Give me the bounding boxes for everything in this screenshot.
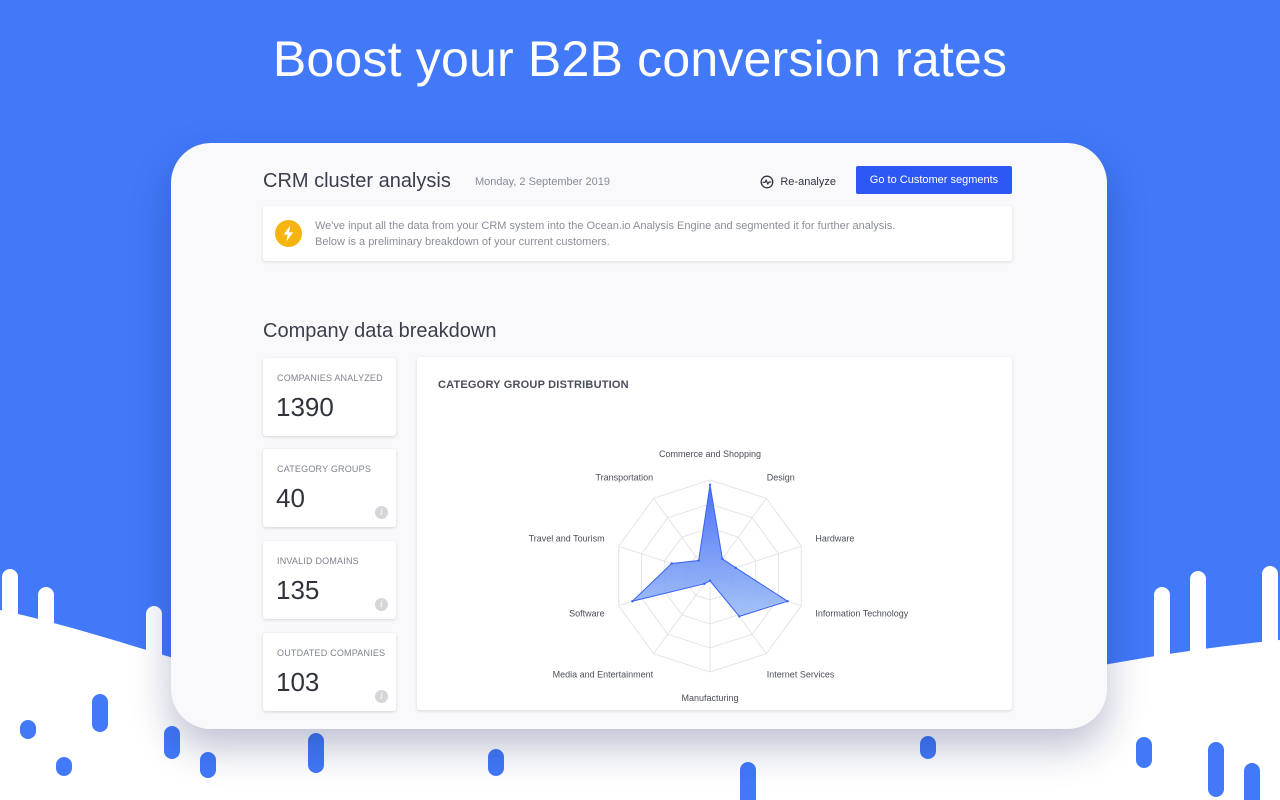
info-icon[interactable]: i	[375, 598, 388, 611]
stat-card-category-groups: CATEGORY GROUPS 40 i	[263, 449, 396, 527]
stat-card-outdated-companies: OUTDATED COMPANIES 103 i	[263, 633, 396, 711]
radar-point	[734, 566, 737, 569]
radar-point	[708, 579, 712, 582]
radar-point	[631, 600, 634, 603]
go-to-customer-segments-button[interactable]: Go to Customer segments	[856, 166, 1012, 194]
page-title: CRM cluster analysis	[263, 170, 451, 192]
notice-text-line-2: Below is a preliminary breakdown of your…	[315, 236, 610, 248]
stat-value: 40	[276, 483, 305, 513]
category-distribution-card: CATEGORY GROUP DISTRIBUTION Commerce and…	[417, 357, 1012, 710]
info-notice: We've input all the data from your CRM s…	[263, 206, 1012, 261]
radar-axis-label: Travel and Tourism	[529, 533, 605, 543]
stat-value: 1390	[276, 392, 334, 422]
radar-axis-label: Internet Services	[767, 670, 835, 680]
header: CRM cluster analysis Monday, 2 September…	[263, 166, 1012, 195]
section-title: Company data breakdown	[263, 320, 497, 342]
pulse-icon	[760, 175, 774, 189]
stat-label: INVALID DOMAINS	[277, 556, 359, 566]
notice-text-line-1: We've input all the data from your CRM s…	[315, 220, 896, 232]
stat-card-companies-analyzed: COMPANIES ANALYZED 1390	[263, 358, 396, 436]
lightning-bolt-icon	[275, 220, 302, 247]
radar-axis-label: Software	[569, 609, 605, 619]
radar-point	[697, 559, 700, 562]
radar-point	[670, 562, 673, 565]
stat-value: 135	[276, 575, 320, 605]
radar-axis-label: Media and Entertainment	[553, 670, 654, 680]
radar-spoke	[653, 575, 711, 654]
radar-axis-label: Manufacturing	[681, 693, 738, 703]
dashboard-card: CRM cluster analysis Monday, 2 September…	[171, 143, 1107, 729]
stat-value: 103	[276, 667, 320, 697]
chart-title: CATEGORY GROUP DISTRIBUTION	[438, 379, 629, 391]
radar-axis-label: Commerce and Shopping	[659, 449, 761, 459]
radar-point	[738, 615, 741, 618]
radar-point	[721, 557, 724, 561]
reanalyze-button[interactable]: Re-analyze	[760, 172, 836, 192]
stat-label: OUTDATED COMPANIES	[277, 648, 386, 658]
stat-label: COMPANIES ANALYZED	[277, 373, 383, 383]
radar-point	[703, 582, 706, 585]
radar-axis-label: Hardware	[815, 533, 854, 543]
info-icon[interactable]: i	[375, 690, 388, 703]
stat-label: CATEGORY GROUPS	[277, 464, 372, 474]
radar-axis-label: Transportation	[595, 472, 653, 482]
radar-axis-label: Information Technology	[815, 609, 908, 619]
radar-axis-label: Design	[767, 472, 795, 482]
hero-title: Boost your B2B conversion rates	[272, 31, 1008, 87]
radar-point	[786, 600, 789, 603]
radar-chart: Commerce and Shopping Design Hardware Infor…	[529, 449, 909, 703]
page-date: Monday, 2 September 2019	[475, 176, 610, 188]
reanalyze-label: Re-analyze	[780, 176, 836, 188]
info-icon[interactable]: i	[375, 506, 388, 519]
stat-card-invalid-domains: INVALID DOMAINS 135 i	[263, 541, 396, 619]
radar-point	[708, 483, 712, 486]
